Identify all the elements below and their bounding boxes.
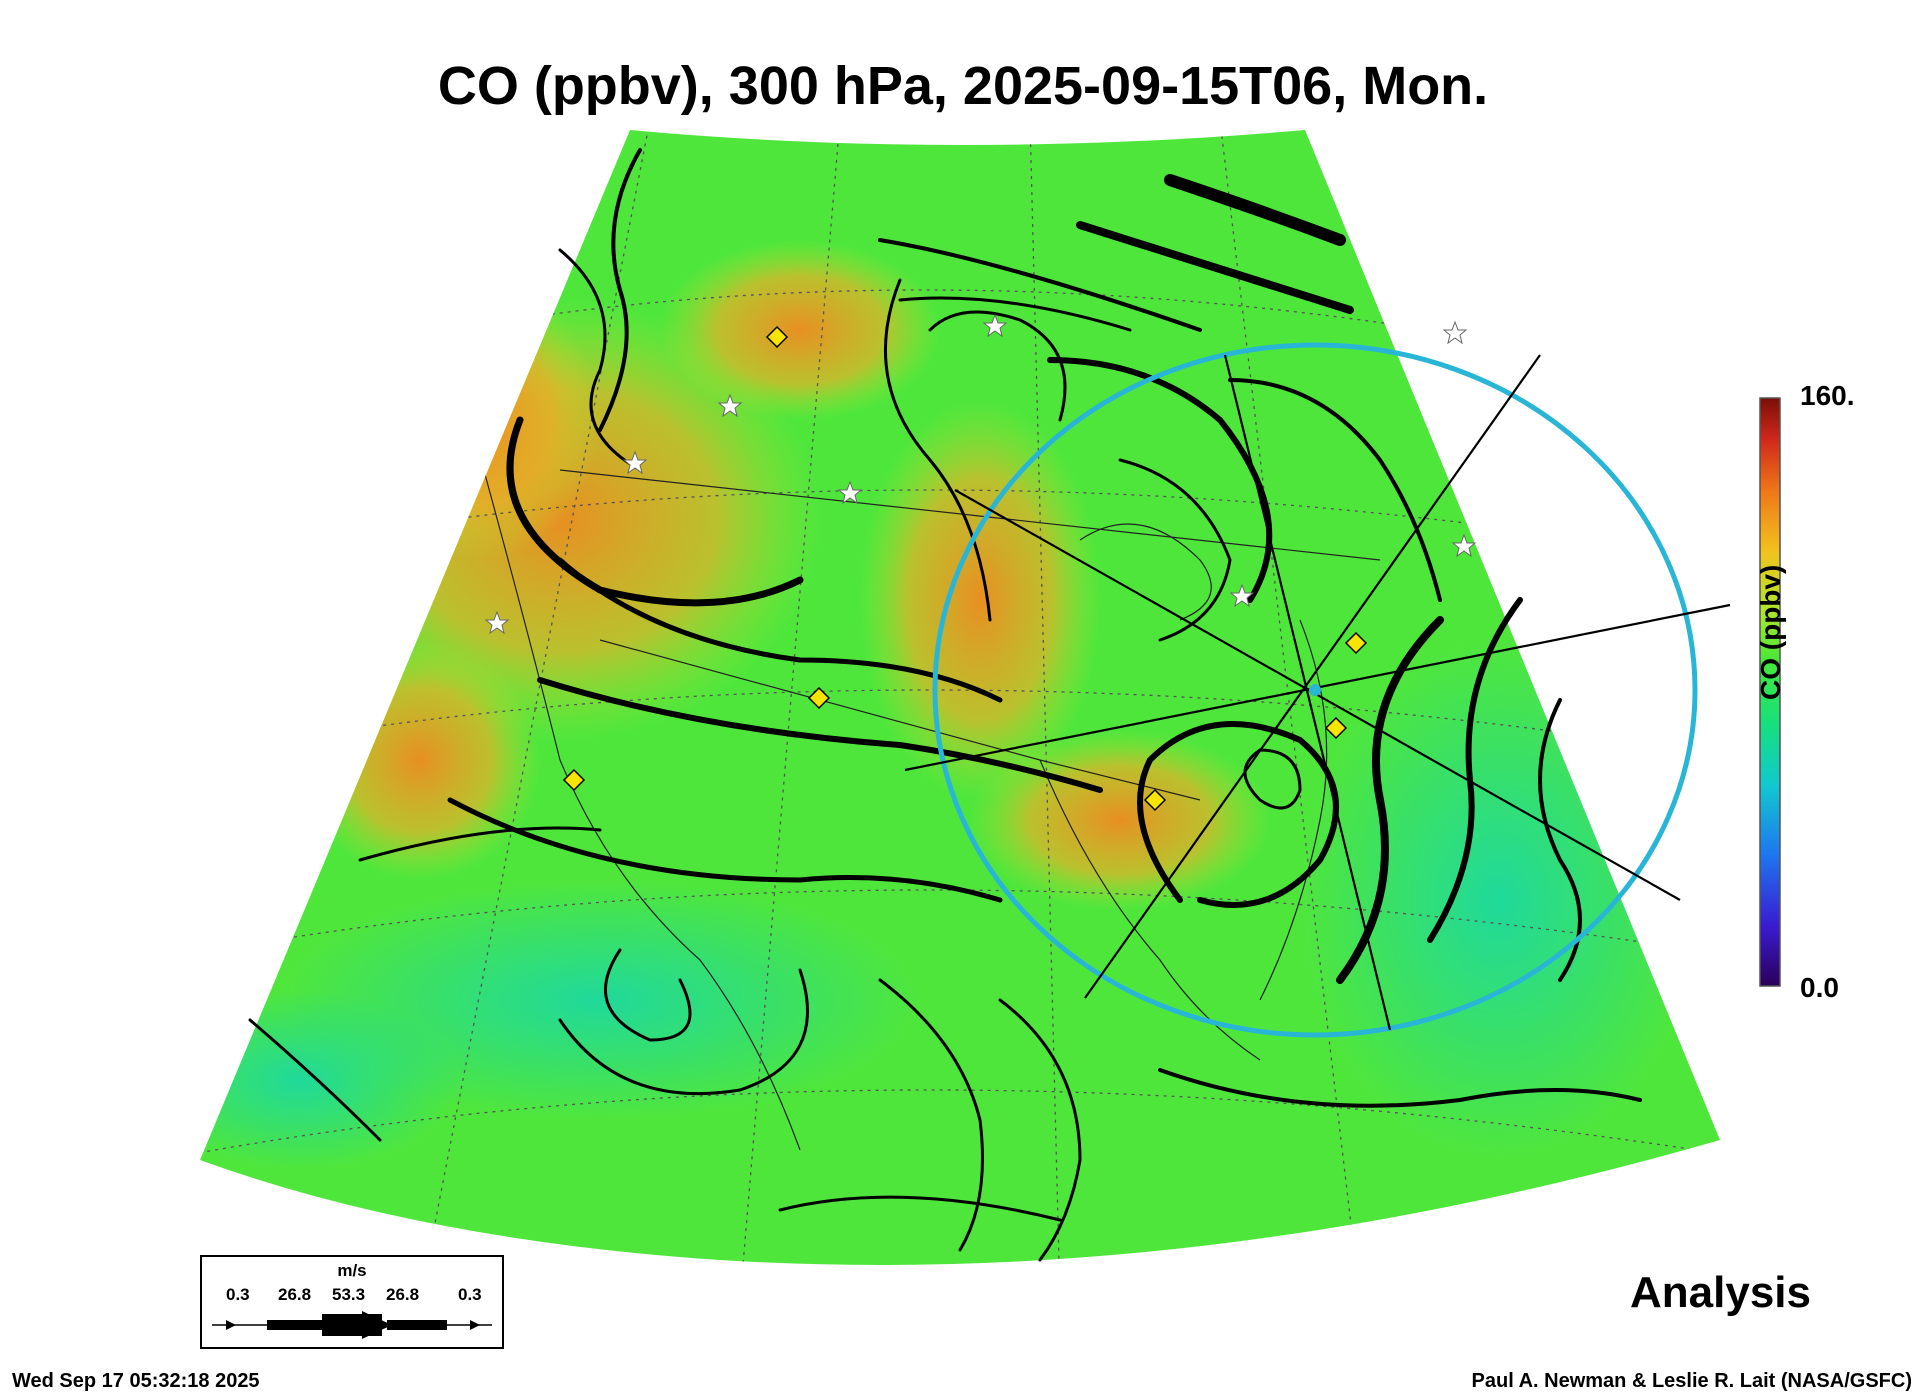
legend-value: 53.3 <box>332 1285 366 1304</box>
colorbar-max-label: 160. <box>1800 380 1855 411</box>
legend-value: 0.3 <box>458 1285 482 1304</box>
co-field <box>200 130 1720 1265</box>
colorbar <box>1759 397 1781 987</box>
legend-value: 0.3 <box>226 1285 250 1304</box>
analysis-label: Analysis <box>1630 1268 1811 1317</box>
streamlines <box>248 148 1642 1262</box>
station-stars <box>484 313 1477 635</box>
legend-unit: m/s <box>337 1261 367 1280</box>
legend-value: 26.8 <box>386 1285 420 1304</box>
coastlines <box>469 419 1381 1151</box>
colorbar-title: CO (ppbv) <box>1755 564 1786 700</box>
center-marker <box>1309 684 1321 696</box>
footer-timestamp: Wed Sep 17 05:32:18 2025 <box>12 1370 260 1392</box>
colorbar-min-label: 0.0 <box>1800 972 1839 1003</box>
wind-speed-legend: m/s 0.3 26.8 53.3 26.8 0.3 <box>200 1255 504 1349</box>
sampling-circle <box>932 342 1698 1038</box>
station-diamonds <box>562 325 1368 812</box>
map-title: CO (ppbv), 300 hPa, 2025-09-15T06, Mon. <box>437 56 1489 116</box>
footer-credit: Paul A. Newman & Leslie R. Lait (NASA/GS… <box>1471 1370 1912 1392</box>
legend-arrow <box>212 1311 492 1339</box>
legend-value: 26.8 <box>278 1285 312 1304</box>
